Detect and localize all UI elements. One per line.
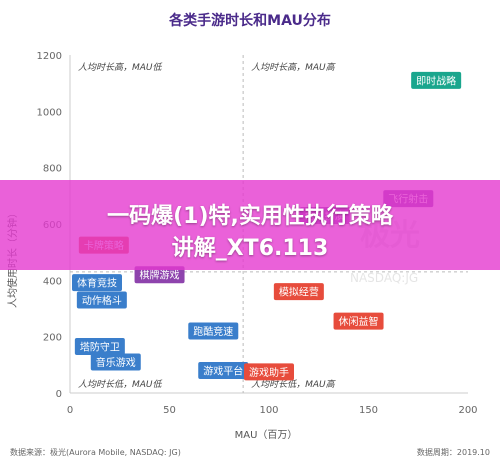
data-point-label: 游戏平台 — [203, 364, 243, 377]
data-point-box — [333, 312, 384, 330]
data-point-box — [90, 353, 141, 371]
y-tick-label: 1000 — [37, 107, 62, 118]
data-point-box — [411, 71, 462, 89]
x-tick-label: 50 — [163, 405, 176, 416]
data-point-box — [188, 322, 239, 340]
quadrant-label: 人均时长低，MAU高 — [251, 379, 337, 390]
x-tick-label: 150 — [359, 405, 378, 416]
data-point-box — [198, 361, 249, 379]
data-point-box — [74, 338, 125, 356]
data-point-label: 跑酷竞速 — [193, 325, 233, 338]
y-tick-label: 1200 — [37, 51, 62, 62]
data-point: 跑酷竞速 — [188, 322, 239, 340]
data-point: 动作格斗 — [76, 291, 127, 309]
data-point-label: 模拟经营 — [279, 286, 319, 299]
data-point-label: 动作格斗 — [82, 294, 122, 307]
data-point: 游戏平台 — [198, 361, 249, 379]
data-point: 模拟经营 — [273, 283, 324, 301]
data-point-label: 休闲益智 — [339, 315, 379, 328]
data-point: 体育竞技 — [72, 274, 122, 292]
x-tick-label: 200 — [458, 405, 477, 416]
data-point-label: 塔防守卫 — [80, 341, 120, 354]
data-point: 音乐游戏 — [90, 353, 141, 371]
data-point-box — [76, 291, 127, 309]
banner-line-1: 一码爆(1)特,实用性执行策略 — [107, 204, 393, 229]
y-tick-label: 200 — [43, 333, 62, 344]
data-point: 游戏助手 — [244, 363, 294, 381]
data-point: 塔防守卫 — [74, 338, 125, 356]
quadrant-label: 人均时长高，MAU高 — [251, 62, 337, 73]
data-point-label: 体育竞技 — [77, 277, 117, 290]
banner-line-2: 讲解_XT6.113 — [171, 236, 329, 261]
x-axis-label: MAU（百万） — [235, 429, 298, 441]
quadrant-label: 人均时长低，MAU低 — [78, 379, 163, 390]
data-point: 即时战略 — [411, 71, 462, 89]
data-point-box — [134, 266, 185, 284]
footer-source: 数据来源：极光(Aurora Mobile, NASDAQ: JG) — [10, 448, 181, 457]
data-point-box — [244, 363, 294, 381]
y-tick-label: 0 — [56, 389, 62, 400]
data-point-label: 即时战略 — [416, 74, 456, 87]
svg-text:NASDAQ:JG: NASDAQ:JG — [350, 271, 418, 285]
promo-banner: 一码爆(1)特,实用性执行策略 讲解_XT6.113 — [0, 180, 500, 270]
footer-date: 数据周期：2019.10 — [416, 448, 490, 457]
quadrant-label: 人均时长高，MAU低 — [78, 62, 163, 73]
data-point: 棋牌游戏 — [134, 266, 185, 284]
data-point: 休闲益智 — [333, 312, 384, 330]
data-point-box — [72, 274, 122, 292]
x-tick-label: 0 — [67, 405, 73, 416]
chart-title: 各类手游时长和MAU分布 — [168, 12, 331, 29]
y-tick-label: 800 — [43, 164, 62, 175]
data-point-box — [273, 283, 324, 301]
y-tick-label: 400 — [43, 276, 62, 287]
data-point-label: 游戏助手 — [249, 366, 289, 379]
x-tick-label: 100 — [259, 405, 278, 416]
data-point-label: 音乐游戏 — [96, 356, 136, 369]
data-point-label: 棋牌游戏 — [140, 269, 180, 282]
